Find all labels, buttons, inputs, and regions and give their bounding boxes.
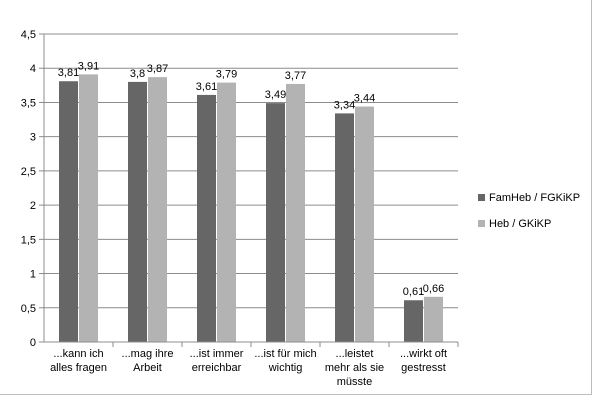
y-tick-label: 0,5	[21, 303, 36, 315]
y-tick-label: 3,5	[21, 97, 36, 109]
legend-label: FamHeb / FGKiKP	[489, 192, 580, 204]
x-tick-label: ...mag ihre	[122, 348, 174, 360]
x-tick-label: ...ist für mich	[254, 348, 316, 360]
bar-series1	[335, 113, 354, 342]
x-tick-label: Arbeit	[133, 362, 162, 374]
data-label: 3,87	[147, 63, 168, 75]
y-tick-label: 2,5	[21, 166, 36, 178]
data-label: 3,77	[285, 70, 306, 82]
x-tick-label: alles fragen	[50, 362, 107, 374]
y-axis: 0 0,5 1 1,5 2 2,5 3 3,5 4 4,5	[21, 29, 45, 349]
bar-series2	[79, 74, 98, 342]
data-labels: 3,813,91 3,8 3,87 3,613,79 3,49 3,77 3,343,44 0…	[58, 60, 444, 298]
bar-series1	[128, 81, 147, 343]
bars	[59, 74, 443, 343]
y-tick-label: 0	[30, 337, 36, 349]
bar-series1	[404, 300, 423, 342]
data-label: 3,91	[78, 60, 99, 72]
data-label: 3,61	[196, 81, 217, 93]
bar-series2	[148, 77, 167, 343]
y-tick-label: 4,5	[21, 29, 36, 41]
x-tick-label: erreichbar	[192, 362, 242, 374]
data-label: 3,44	[354, 93, 375, 105]
y-tick-label: 1,5	[21, 234, 36, 246]
legend-swatch	[478, 194, 485, 201]
legend: FamHeb / FGKiKP Heb / GKiKP	[478, 192, 580, 230]
bar-series2	[286, 83, 305, 342]
x-tick-label: gestresst	[401, 362, 446, 374]
x-tick-label: ...ist immer	[190, 348, 244, 360]
data-label: 3,49	[265, 89, 286, 101]
bar-series1	[197, 94, 216, 342]
bar-series2	[424, 296, 443, 342]
data-label: 3,8	[130, 68, 145, 80]
x-axis: ...kann ich alles fragen ...mag ihre Arbeit…	[44, 341, 459, 388]
bar-series2	[217, 82, 236, 343]
y-tick-label: 1	[30, 269, 36, 281]
data-label: 0,61	[403, 286, 424, 298]
y-tick-label: 3	[30, 132, 36, 144]
x-tick-label: mehr als sie	[325, 362, 384, 374]
bar-series1	[266, 103, 285, 342]
y-tick-label: 2	[30, 200, 36, 212]
gridlines	[44, 33, 458, 309]
legend-swatch	[478, 220, 485, 227]
data-label: 3,79	[216, 69, 237, 81]
bar-series2	[355, 106, 374, 342]
bar-series1	[59, 81, 78, 342]
legend-label: Heb / GKiKP	[489, 218, 551, 230]
x-tick-label: ...wirkt oft	[400, 348, 447, 360]
x-tick-label: ...kann ich	[53, 348, 103, 360]
x-tick-label: ...leistet	[336, 348, 374, 360]
data-label: 3,81	[58, 67, 79, 79]
y-tick-label: 4	[30, 63, 36, 75]
data-label: 3,34	[334, 99, 355, 111]
x-tick-label: wichtig	[268, 362, 303, 374]
x-tick-label: müsste	[337, 376, 372, 388]
data-label: 0,66	[423, 283, 444, 295]
